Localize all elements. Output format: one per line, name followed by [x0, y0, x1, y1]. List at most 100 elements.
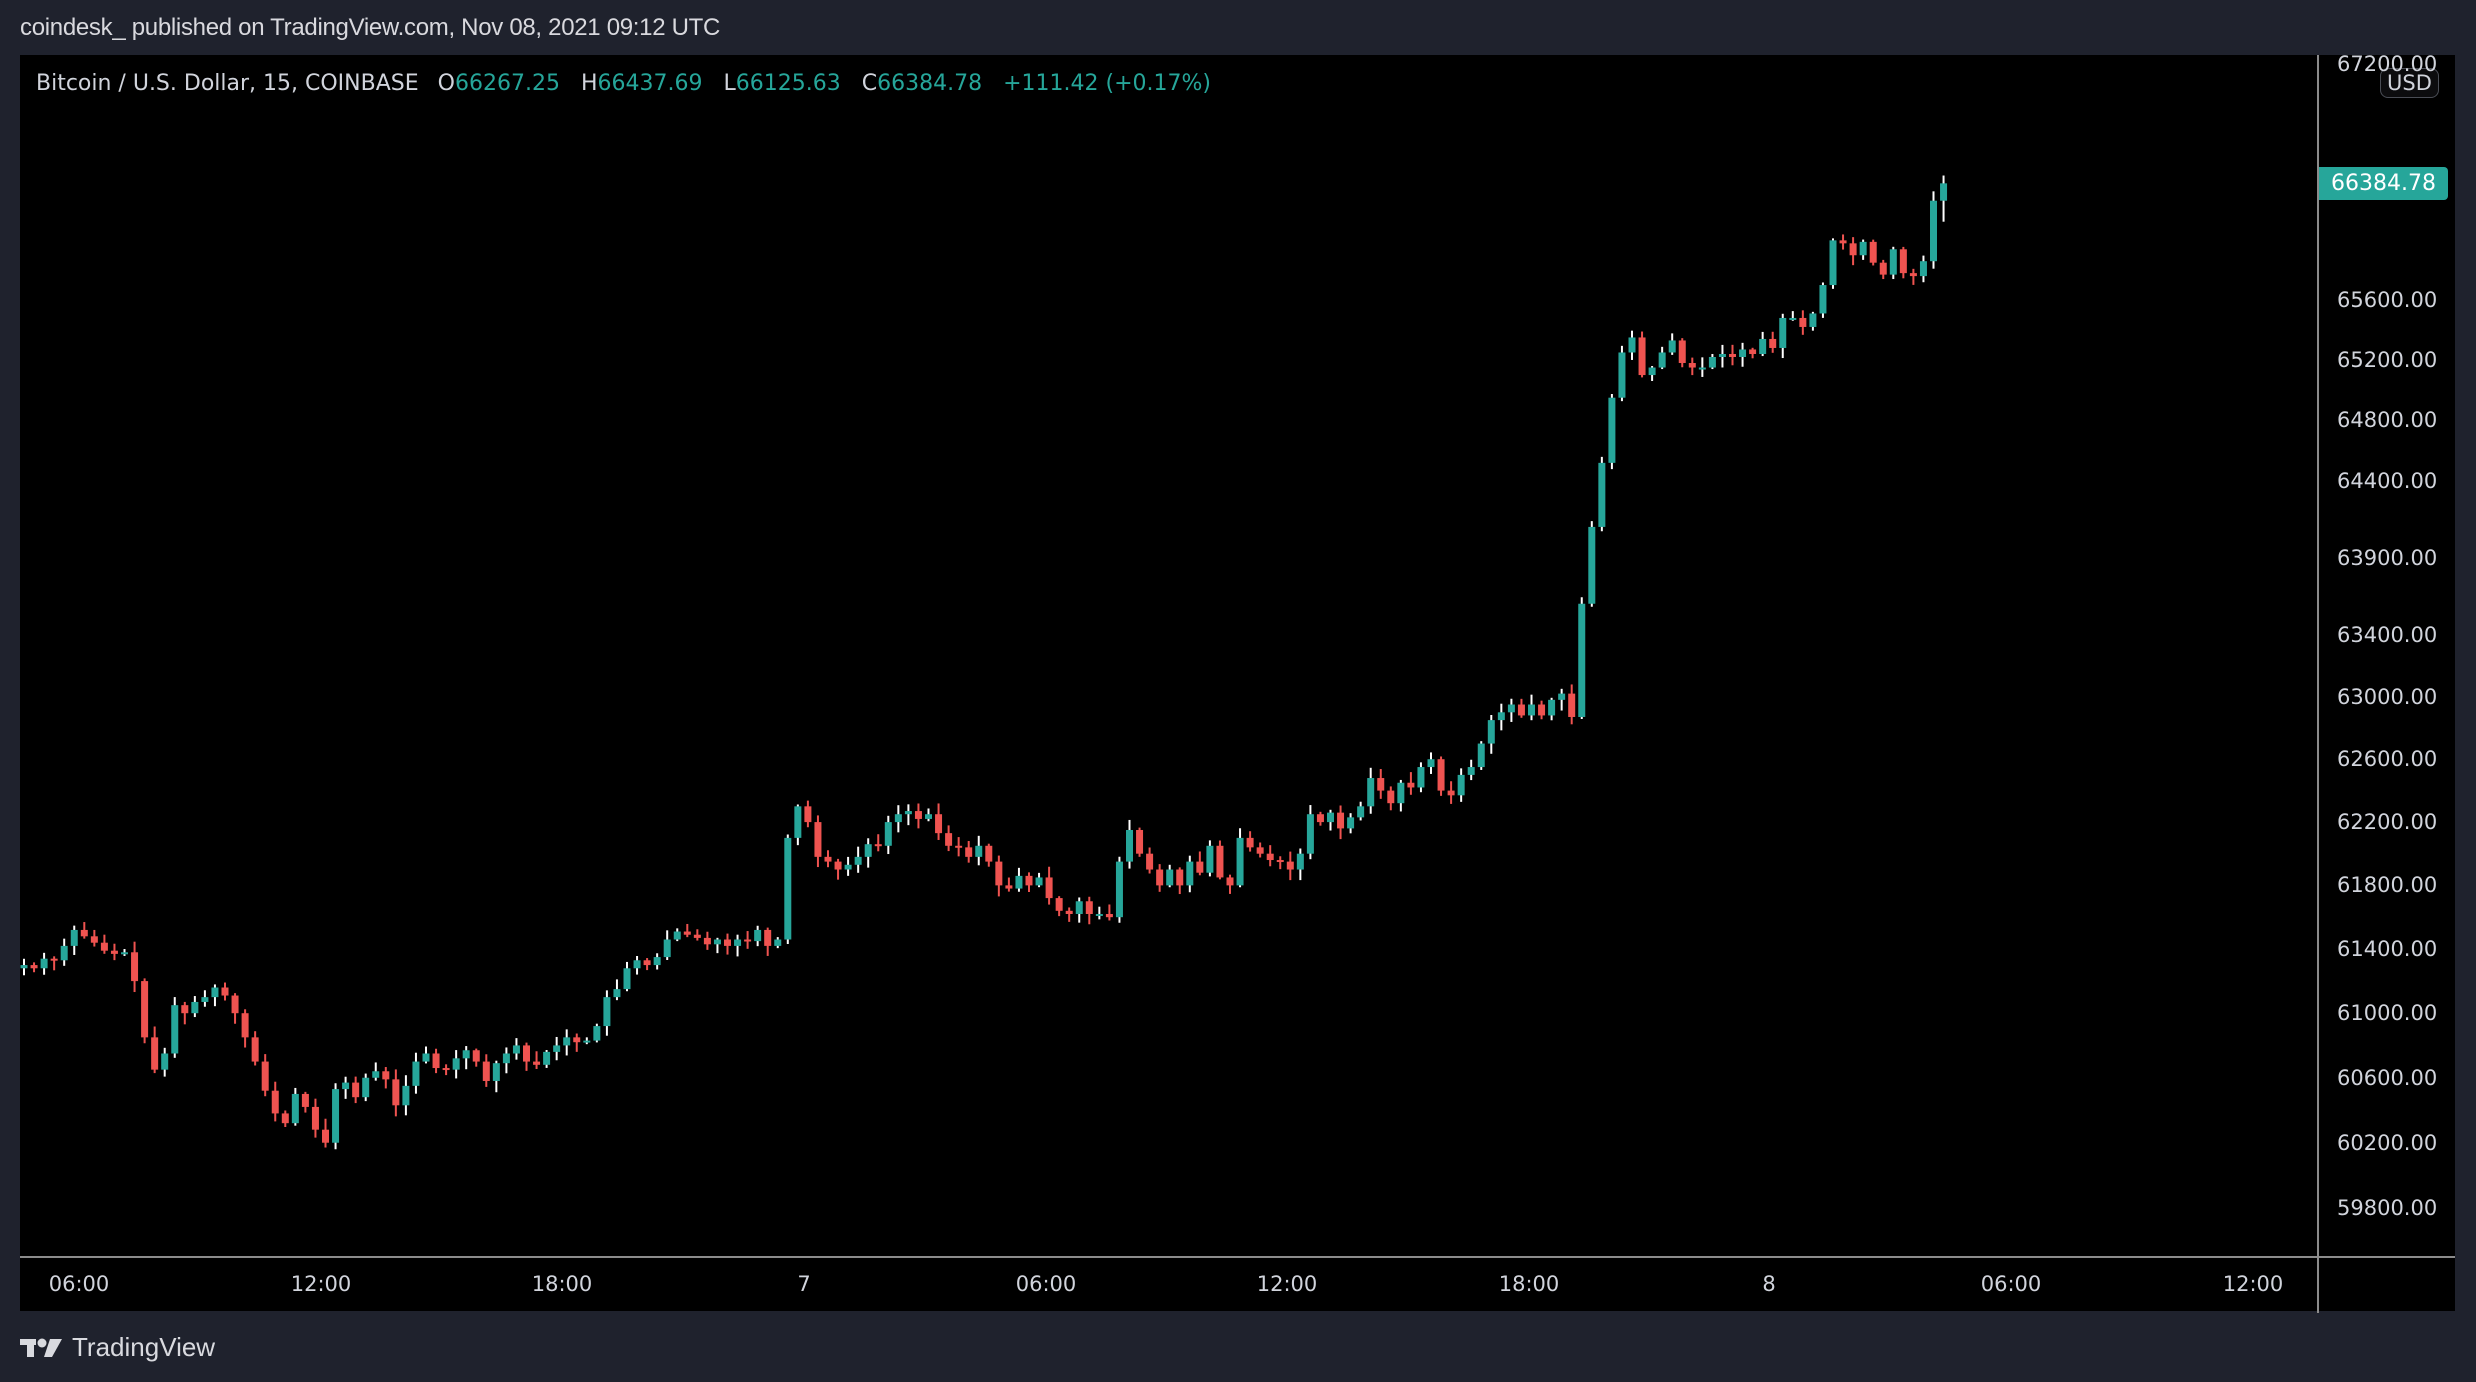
- candle-body[interactable]: [1879, 262, 1887, 275]
- candle-body[interactable]: [1407, 782, 1415, 788]
- candle-body[interactable]: [1909, 273, 1917, 277]
- candle-body[interactable]: [1769, 338, 1777, 348]
- candle-body[interactable]: [1668, 340, 1676, 353]
- candle-body[interactable]: [291, 1093, 299, 1124]
- candle-body[interactable]: [1256, 847, 1264, 854]
- candle-body[interactable]: [1658, 352, 1666, 368]
- candle-body[interactable]: [201, 997, 209, 1002]
- candle-body[interactable]: [1126, 829, 1133, 862]
- candle-body[interactable]: [422, 1053, 430, 1062]
- candle-body[interactable]: [1025, 875, 1033, 886]
- candle-body[interactable]: [864, 844, 872, 857]
- candle-body[interactable]: [70, 929, 78, 946]
- candle-body[interactable]: [734, 939, 742, 946]
- candle-body[interactable]: [854, 856, 862, 865]
- candle-body[interactable]: [874, 844, 882, 847]
- candle-body[interactable]: [1397, 782, 1405, 804]
- candle-body[interactable]: [261, 1061, 269, 1091]
- candle-body[interactable]: [573, 1037, 581, 1043]
- candle-body[interactable]: [1055, 898, 1063, 911]
- candle-body[interactable]: [382, 1071, 390, 1080]
- candle-body[interactable]: [271, 1090, 279, 1114]
- candle-body[interactable]: [1799, 317, 1807, 327]
- candle-body[interactable]: [1889, 249, 1897, 275]
- candle-body[interactable]: [1065, 910, 1073, 915]
- candle-body[interactable]: [543, 1051, 551, 1065]
- candle-body[interactable]: [171, 1005, 179, 1054]
- candle-body[interactable]: [1196, 861, 1204, 873]
- candle-body[interactable]: [1708, 356, 1716, 368]
- candle-body[interactable]: [683, 931, 691, 935]
- candle-body[interactable]: [131, 952, 139, 982]
- candle-body[interactable]: [824, 856, 832, 862]
- candle-body[interactable]: [161, 1053, 169, 1070]
- candle-body[interactable]: [512, 1045, 520, 1054]
- candle-body[interactable]: [653, 957, 661, 966]
- candle-body[interactable]: [141, 981, 149, 1038]
- candle-body[interactable]: [80, 929, 88, 937]
- candle-body[interactable]: [985, 845, 993, 862]
- candle-body[interactable]: [1035, 877, 1043, 886]
- candle-body[interactable]: [764, 929, 772, 946]
- candle-body[interactable]: [1729, 353, 1736, 357]
- candle-body[interactable]: [452, 1058, 460, 1070]
- candle-body[interactable]: [20, 965, 28, 969]
- candle-body[interactable]: [945, 833, 953, 846]
- candle-body[interactable]: [814, 822, 822, 857]
- candle-body[interactable]: [1457, 774, 1465, 796]
- candle-body[interactable]: [935, 814, 943, 834]
- candle-body[interactable]: [925, 814, 932, 819]
- candle-body[interactable]: [1246, 837, 1254, 848]
- candle-body[interactable]: [713, 939, 721, 945]
- candle-body[interactable]: [1568, 693, 1576, 717]
- candle-body[interactable]: [1216, 845, 1224, 878]
- candle-body[interactable]: [1688, 363, 1696, 368]
- candle-body[interactable]: [914, 811, 922, 819]
- candle-body[interactable]: [1538, 704, 1546, 716]
- candle-body[interactable]: [50, 958, 58, 961]
- candle-body[interactable]: [1206, 845, 1214, 873]
- candle-body[interactable]: [623, 968, 631, 990]
- candle-body[interactable]: [1930, 200, 1937, 262]
- candle-body[interactable]: [1276, 860, 1284, 863]
- candle-body[interactable]: [603, 997, 611, 1027]
- candle-body[interactable]: [181, 1005, 189, 1014]
- candle-body[interactable]: [1809, 313, 1817, 327]
- candle-body[interactable]: [502, 1053, 510, 1064]
- candle-body[interactable]: [784, 837, 792, 940]
- candle-body[interactable]: [1477, 743, 1485, 768]
- candle-body[interactable]: [442, 1068, 450, 1071]
- candle-body[interactable]: [1749, 349, 1757, 354]
- candle-body[interactable]: [844, 864, 852, 870]
- candle-body[interactable]: [231, 995, 239, 1014]
- candle-body[interactable]: [1437, 759, 1445, 791]
- candle-body[interactable]: [432, 1053, 440, 1069]
- candle-body[interactable]: [1085, 901, 1093, 915]
- candle-body[interactable]: [472, 1050, 480, 1062]
- candle-body[interactable]: [1849, 243, 1857, 256]
- candle-body[interactable]: [1417, 767, 1425, 788]
- candle-body[interactable]: [90, 936, 98, 943]
- candle-body[interactable]: [1377, 778, 1385, 791]
- candle-body[interactable]: [1578, 603, 1586, 717]
- candle-body[interactable]: [110, 950, 118, 954]
- candle-body[interactable]: [633, 960, 641, 969]
- candle-body[interactable]: [1618, 352, 1626, 398]
- candle-body[interactable]: [1266, 853, 1274, 861]
- candle-body[interactable]: [221, 987, 229, 996]
- candle-body[interactable]: [1628, 337, 1636, 353]
- candle-body[interactable]: [1919, 261, 1927, 277]
- candle-body[interactable]: [1517, 704, 1525, 716]
- candle-body[interactable]: [1447, 790, 1455, 796]
- candle-body[interactable]: [1146, 853, 1154, 870]
- candle-body[interactable]: [975, 845, 983, 857]
- candle-body[interactable]: [1718, 353, 1726, 357]
- currency-badge[interactable]: USD: [2380, 68, 2439, 98]
- candle-body[interactable]: [1236, 837, 1244, 886]
- candle-body[interactable]: [583, 1040, 591, 1043]
- candle-body[interactable]: [1940, 183, 1948, 201]
- candle-body[interactable]: [1739, 349, 1747, 357]
- candle-body[interactable]: [955, 845, 963, 848]
- candle-body[interactable]: [553, 1045, 561, 1052]
- candle-body[interactable]: [1316, 814, 1324, 823]
